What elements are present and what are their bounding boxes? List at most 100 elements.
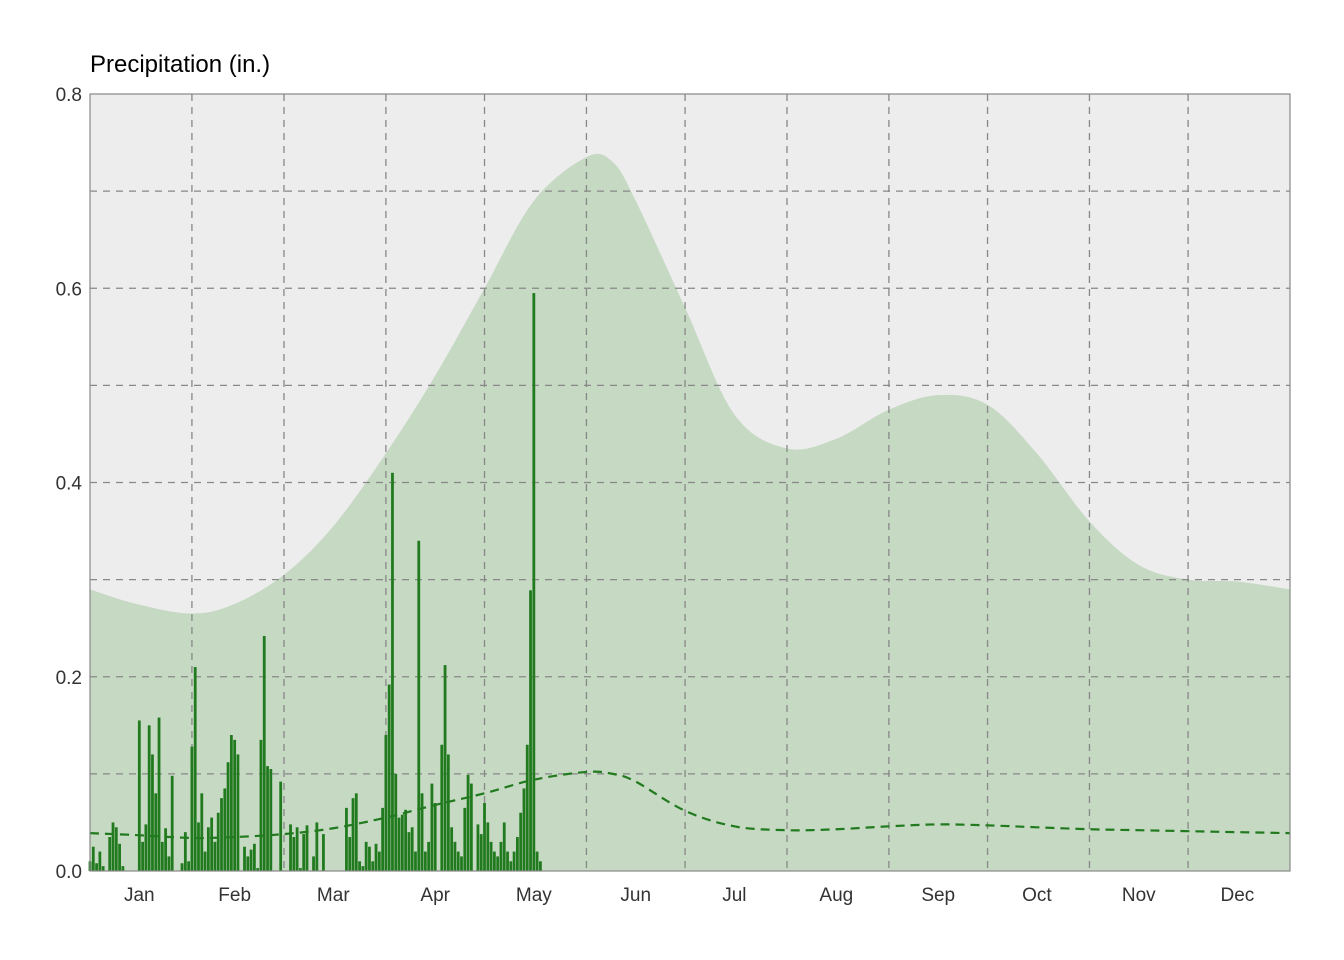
precip-bar [236, 754, 240, 871]
precip-bar [374, 843, 378, 871]
precip-bar [147, 725, 151, 871]
precip-bar [229, 735, 233, 871]
precip-bar [509, 861, 513, 871]
precip-bar [262, 635, 266, 871]
precip-bar [167, 856, 171, 871]
x-tick-label: Dec [1221, 885, 1255, 906]
plot-border [89, 93, 1291, 872]
precip-bar [305, 825, 309, 871]
precip-bar [118, 843, 121, 871]
y-tick-label: 0.2 [56, 668, 82, 689]
precip-bar [410, 827, 414, 871]
precip-bar [216, 812, 220, 871]
precip-bar [157, 717, 161, 871]
precip-bar [492, 851, 496, 871]
x-tick-label: Sep [921, 885, 955, 906]
precip-bar [299, 868, 302, 871]
x-tick-labels: Jan Feb Mar Apr May Jun Jul Aug Sep Oct Nov Dec [124, 885, 1254, 906]
precip-bar [246, 856, 250, 871]
precip-bar [387, 684, 391, 871]
y-tick-label: 0.4 [56, 474, 83, 495]
precip-bar [400, 814, 404, 871]
normal-precip-line-layer [89, 770, 1291, 840]
y-axis-title: Precipitation (in.) [90, 51, 270, 78]
precip-bar [463, 807, 467, 871]
precip-bar [108, 837, 112, 871]
precip-bar [289, 824, 292, 871]
precip-bar [144, 824, 148, 871]
precip-bar [315, 822, 319, 871]
precip-bar [404, 809, 408, 871]
precip-bar [269, 769, 273, 871]
precip-bar [430, 783, 434, 871]
precip-bar [460, 856, 463, 871]
precip-bar [417, 540, 421, 871]
precip-bar [141, 841, 144, 871]
precip-bar [98, 851, 102, 871]
precip-bar [210, 817, 214, 871]
precip-bar [420, 793, 424, 871]
precip-bar [443, 665, 447, 871]
x-tick-label: Feb [218, 885, 251, 906]
precip-bar [371, 861, 375, 871]
precip-bar [529, 590, 532, 871]
precip-bar [151, 754, 154, 871]
precip-bar [252, 843, 256, 871]
precip-bar [223, 788, 227, 871]
grid-layer [90, 94, 1290, 871]
precip-bar [384, 735, 388, 871]
precip-bar [532, 293, 536, 871]
precip-bar [427, 841, 431, 871]
precip-bar [295, 827, 299, 871]
precip-bar [197, 822, 200, 871]
x-tick-label: Mar [317, 885, 350, 906]
precip-bar [516, 837, 519, 871]
precip-bar [519, 812, 523, 871]
precip-bar [476, 824, 480, 871]
precip-bar [154, 793, 158, 871]
y-tick-label: 0.8 [56, 85, 82, 106]
precip-bar [114, 827, 118, 871]
precip-bar [233, 739, 237, 871]
precip-bar [440, 744, 444, 871]
precip-bar [456, 851, 460, 871]
precip-bar [423, 851, 427, 871]
precip-bar [446, 754, 450, 871]
precip-bar [256, 868, 260, 871]
precip-bar [450, 827, 454, 871]
precip-bar [364, 841, 368, 871]
precip-bar [466, 774, 470, 871]
precip-bar [499, 841, 503, 871]
precip-bar [345, 807, 348, 871]
precip-bar [351, 798, 355, 871]
precip-bar [433, 803, 437, 871]
precip-bar [479, 834, 483, 871]
precip-bar [187, 861, 191, 871]
precip-bar [190, 746, 194, 871]
y-tick-label: 0.0 [56, 862, 82, 883]
precip-bar [489, 841, 493, 871]
precip-bar [535, 851, 539, 871]
normal-precip-line [89, 770, 1291, 840]
precip-bar [266, 766, 269, 871]
precip-bar [111, 822, 115, 871]
precip-bar [243, 846, 246, 871]
precip-bar [292, 837, 296, 871]
precip-bar [312, 856, 315, 871]
x-tick-label: May [516, 885, 552, 906]
precip-bar [414, 851, 417, 871]
x-tick-label: Oct [1022, 885, 1052, 906]
x-tick-label: Jun [620, 885, 651, 906]
y-tick-label: 0.6 [56, 279, 82, 300]
precip-bar [160, 841, 164, 871]
x-tick-label: Apr [420, 885, 450, 906]
precip-bar [348, 837, 352, 871]
precip-bar [391, 472, 394, 871]
precip-bar [358, 861, 361, 871]
precip-bar [101, 866, 105, 871]
precip-bar [368, 846, 371, 871]
precip-bar [180, 863, 184, 871]
precip-bar [522, 788, 526, 871]
precip-bar [259, 739, 263, 871]
x-tick-label: Jul [722, 885, 746, 906]
